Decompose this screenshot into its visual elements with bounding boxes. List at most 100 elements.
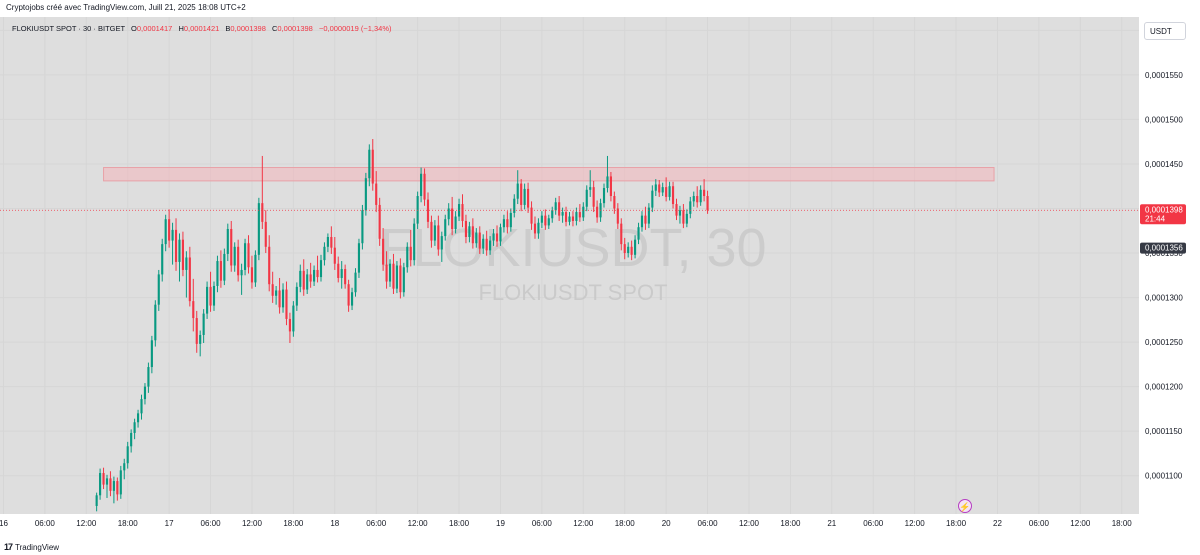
candle	[361, 204, 364, 250]
candle	[130, 429, 133, 453]
candle	[313, 265, 316, 286]
candle-body	[668, 186, 671, 197]
candle	[485, 230, 488, 256]
candle	[585, 185, 588, 212]
time-tick-label: 06:00	[1029, 519, 1050, 528]
candle-body	[409, 246, 412, 261]
currency-button[interactable]: USDT	[1144, 22, 1186, 40]
candle-body	[651, 190, 654, 208]
candle	[544, 209, 547, 230]
candle-body	[116, 481, 119, 495]
candle	[350, 287, 354, 311]
price-tick-label: 0,0001200	[1145, 383, 1183, 392]
candle	[568, 212, 571, 226]
chart-canvas[interactable]: FLOKIUSDT, 30 FLOKIUSDT SPOT 0,00016000,…	[0, 17, 1200, 538]
candle	[454, 211, 457, 234]
time-tick-label: 12:00	[76, 519, 97, 528]
candle-body	[561, 212, 564, 216]
price-badges-layer: 0,0001398 21:44 0,0001356	[0, 204, 1186, 254]
candle-body	[478, 232, 481, 249]
candle-body	[216, 261, 219, 286]
candle-body	[95, 495, 98, 506]
candle-body	[195, 318, 198, 344]
candle-body	[596, 206, 599, 218]
candle-body	[516, 183, 519, 199]
candle-body	[630, 246, 633, 255]
candle	[678, 205, 682, 224]
time-tick-label: 06:00	[698, 519, 719, 528]
candle-body	[112, 481, 115, 491]
candle	[126, 441, 129, 469]
candle	[520, 179, 523, 212]
time-axis-background[interactable]	[0, 514, 1200, 538]
candle-body	[313, 269, 316, 282]
candle-body	[105, 478, 109, 485]
price-tick-label: 0,0001550	[1145, 71, 1183, 80]
candle-body	[254, 254, 257, 283]
candle	[268, 235, 271, 292]
candle-body	[385, 264, 388, 282]
candle-body	[406, 246, 409, 268]
time-tick-label: 16	[0, 519, 8, 528]
candle-body	[212, 285, 216, 306]
candle	[323, 242, 326, 266]
candle	[499, 223, 502, 246]
candle	[340, 261, 343, 289]
last-price-badge	[1140, 204, 1186, 225]
candle-body	[426, 199, 430, 222]
candle-body	[257, 203, 260, 255]
lightning-icon[interactable]: ⚡	[958, 499, 972, 513]
candle-body	[154, 304, 157, 341]
time-tick-label: 18:00	[780, 519, 801, 528]
candle	[661, 182, 664, 197]
watermark-main: FLOKIUSDT, 30	[379, 218, 766, 278]
candle-body	[233, 246, 236, 266]
candle	[219, 250, 222, 288]
symbol-description[interactable]: FLOKIUSDT SPOT · 30 · BITGET	[12, 24, 125, 33]
candle	[319, 254, 323, 282]
candle	[464, 214, 468, 244]
candle	[413, 218, 416, 266]
candle	[185, 251, 188, 298]
candle	[426, 192, 430, 229]
candle	[385, 251, 388, 289]
time-tick-label: 12:00	[242, 519, 263, 528]
candle-body	[544, 215, 547, 226]
candle-body	[368, 149, 371, 179]
candle	[112, 476, 115, 504]
candle-body	[316, 269, 319, 278]
candle-body	[471, 226, 474, 244]
candle-body	[357, 243, 361, 273]
candle-body	[288, 318, 291, 332]
time-tick-label: 12:00	[905, 519, 926, 528]
candle-body	[361, 210, 364, 244]
candle-body	[475, 232, 478, 244]
candle-body	[136, 413, 140, 423]
candle	[285, 281, 288, 326]
candle	[99, 468, 102, 500]
candle	[592, 180, 595, 213]
candle-body	[323, 246, 326, 261]
open-label: O	[131, 24, 137, 33]
candle	[354, 268, 357, 297]
time-tick-label: 18:00	[615, 519, 636, 528]
price-axis-background[interactable]	[1139, 17, 1200, 514]
candle-body	[243, 243, 247, 270]
candle	[278, 277, 281, 314]
candle	[223, 248, 226, 286]
candle	[430, 215, 433, 248]
candle	[326, 233, 329, 253]
candle	[230, 220, 233, 272]
candle	[181, 231, 185, 277]
candle	[523, 183, 526, 210]
candle	[665, 177, 668, 202]
candle	[202, 309, 205, 343]
candle-body	[675, 204, 678, 216]
candle	[188, 246, 191, 307]
candle-body	[582, 206, 585, 218]
candle	[254, 250, 257, 287]
candle	[347, 279, 350, 312]
candle	[271, 271, 274, 303]
candle	[561, 207, 564, 223]
candle-body	[433, 225, 436, 241]
